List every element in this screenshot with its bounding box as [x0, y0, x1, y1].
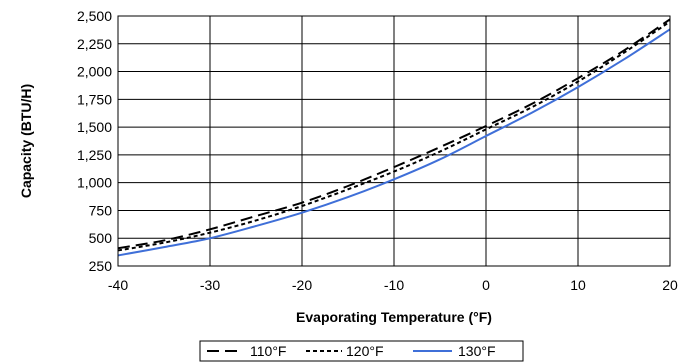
series-line-120f — [117, 20, 671, 252]
x-tick-label: 10 — [570, 277, 586, 293]
y-tick-label: 1,000 — [77, 175, 112, 191]
y-tick-label: 1,750 — [77, 91, 112, 107]
y-tick-label: 2,500 — [77, 8, 112, 24]
x-tick-label: -20 — [292, 277, 312, 293]
gridlines — [118, 16, 670, 266]
series-line-110f — [117, 18, 671, 250]
y-axis-title: Capacity (BTU/H) — [18, 84, 34, 198]
legend-label-130f: 130°F — [458, 343, 496, 359]
y-tick-label: 1,250 — [77, 147, 112, 163]
series-lines — [117, 18, 671, 257]
plot-area-frame — [117, 15, 671, 267]
y-tick-label: 750 — [89, 202, 113, 218]
legend: 110°F 120°F 130°F — [199, 340, 524, 362]
x-tick-label: -10 — [384, 277, 404, 293]
x-tick-label: -40 — [108, 277, 128, 293]
legend-label-120f: 120°F — [346, 343, 384, 359]
x-tick-label: 0 — [482, 277, 490, 293]
x-tick-label: 20 — [662, 277, 678, 293]
y-tick-label: 250 — [89, 258, 113, 274]
legend-label-110f: 110°F — [250, 343, 286, 359]
legend-box — [199, 340, 524, 362]
x-tick-label: -30 — [200, 277, 220, 293]
y-tick-label: 500 — [89, 230, 113, 246]
y-tick-label: 1,500 — [77, 119, 112, 135]
y-tick-label: 2,000 — [77, 64, 112, 80]
x-axis-title: Evaporating Temperature (°F) — [296, 309, 492, 325]
series-line-130f — [117, 28, 671, 257]
y-tick-label: 2,250 — [77, 36, 112, 52]
tick-labels: -40 -30 -20 -10 0 10 20 250 500 750 1,000 1,250 1,50… — [77, 8, 678, 293]
